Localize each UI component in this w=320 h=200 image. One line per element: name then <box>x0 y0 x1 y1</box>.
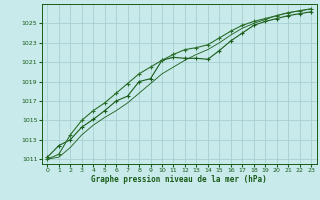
X-axis label: Graphe pression niveau de la mer (hPa): Graphe pression niveau de la mer (hPa) <box>91 175 267 184</box>
